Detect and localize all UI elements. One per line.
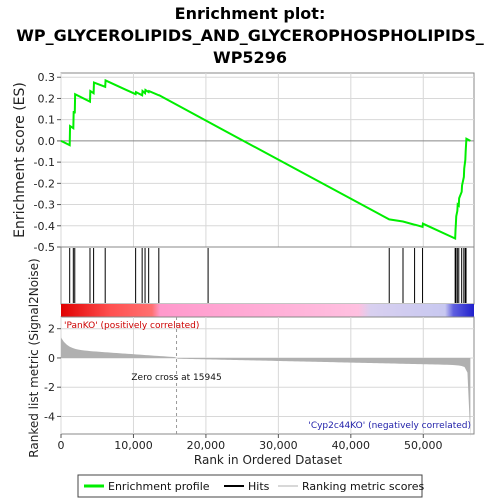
metric-ytick-label-2: -2 <box>44 381 55 394</box>
x-tick-label-0: 0 <box>58 439 65 452</box>
es-ytick-label-8: -0.5 <box>34 241 55 254</box>
ranking-metric-area <box>61 337 471 438</box>
metric-y-axis-label: Ranked list metric (Signal2Noise) <box>27 258 41 457</box>
legend: Enrichment profile Hits Ranking metric s… <box>77 474 424 498</box>
zero-cross-label: Zero cross at 15945 <box>131 373 221 383</box>
chart-title-line-3: WP5296 <box>213 48 287 67</box>
es-gridlines <box>60 73 474 248</box>
metric-ytick-label-1: 0 <box>48 352 55 365</box>
es-panel-frame <box>60 72 475 248</box>
positive-correlation-label: 'PanKO' (positively correlated) <box>64 321 199 331</box>
hits-panel-frame <box>60 246 475 305</box>
es-ytick-label-3: 0.0 <box>38 135 56 148</box>
es-panel: 0.3 0.2 0.1 0.0 -0.1 -0.2 -0.3 -0.4 -0.5 <box>34 71 475 254</box>
es-y-axis-label: Enrichment score (ES) <box>12 82 28 238</box>
metric-panel: Zero cross at 15945 'PanKO' (positively … <box>44 316 475 438</box>
legend-enrichment-label: Enrichment profile <box>108 480 210 493</box>
es-ytick-label-2: 0.1 <box>38 114 56 127</box>
x-tick-label-2: 20,000 <box>187 439 226 452</box>
x-axis-ticks: 0 10,000 20,000 30,000 40,000 50,000 <box>58 434 443 452</box>
x-tick-label-3: 30,000 <box>259 439 298 452</box>
chart-title-line-1: Enrichment plot: <box>175 4 326 23</box>
negative-correlation-label: 'Cyp2c44KO' (negatively correlated) <box>308 421 471 431</box>
x-tick-label-5: 50,000 <box>404 439 443 452</box>
x-tick-label-4: 40,000 <box>332 439 371 452</box>
es-ytick-label-4: -0.1 <box>34 156 55 169</box>
es-ytick-label-0: 0.3 <box>38 71 56 84</box>
metric-ytick-label-3: -4 <box>44 410 55 423</box>
legend-hits-label: Hits <box>248 480 270 493</box>
hits-panel <box>60 246 475 317</box>
es-y-ticks: 0.3 0.2 0.1 0.0 -0.1 -0.2 -0.3 -0.4 -0.5 <box>34 71 61 254</box>
x-tick-label-1: 10,000 <box>114 439 153 452</box>
hit-markers <box>69 248 467 303</box>
chart-title-line-2: WP_GLYCEROLIPIDS_AND_GLYCEROPHOSPHOLIPID… <box>16 26 484 45</box>
legend-box <box>77 474 423 498</box>
metric-panel-frame <box>60 316 475 435</box>
enrichment-profile-line <box>60 78 471 241</box>
metric-ytick-label-0: 2 <box>48 323 55 336</box>
es-ytick-label-5: -0.2 <box>34 177 55 190</box>
es-ytick-label-7: -0.4 <box>34 220 55 233</box>
es-ytick-label-6: -0.3 <box>34 199 55 212</box>
legend-metric-label: Ranking metric scores <box>302 480 424 493</box>
es-ytick-label-1: 0.2 <box>38 92 56 105</box>
rank-color-bar <box>61 304 474 317</box>
metric-y-ticks: 2 0 -2 -4 <box>44 323 61 423</box>
x-axis-label: Rank in Ordered Dataset <box>194 453 342 467</box>
